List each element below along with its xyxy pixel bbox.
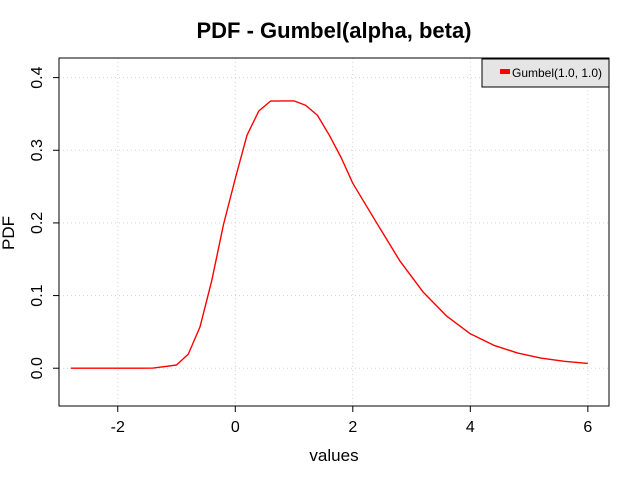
x-axis-label: values [309,446,358,465]
y-tick-label: 0.4 [29,66,46,88]
y-tick-label: 0.3 [29,139,46,161]
y-axis: 0.0 0.1 0.2 0.3 0.4 [29,66,59,379]
x-tick-label: -2 [111,419,125,436]
y-tick-label: 0.1 [29,284,46,306]
x-tick-label: 4 [466,419,475,436]
x-tick-label: 6 [583,419,592,436]
plot-frame [58,57,610,407]
legend-label: Gumbel(1.0, 1.0) [512,66,602,80]
legend: Gumbel(1.0, 1.0) [481,58,610,88]
y-tick-label: 0.2 [29,212,46,234]
x-tick-label: 0 [231,419,240,436]
chart-title: PDF - Gumbel(alpha, beta) [196,18,471,43]
x-axis: -2 0 2 4 6 [111,406,592,436]
y-axis-label: PDF [0,216,18,250]
legend-swatch [500,69,510,74]
y-tick-label: 0.0 [29,357,46,379]
x-tick-label: 2 [348,419,357,436]
series-line-0 [70,100,588,369]
series-layer [70,100,588,369]
